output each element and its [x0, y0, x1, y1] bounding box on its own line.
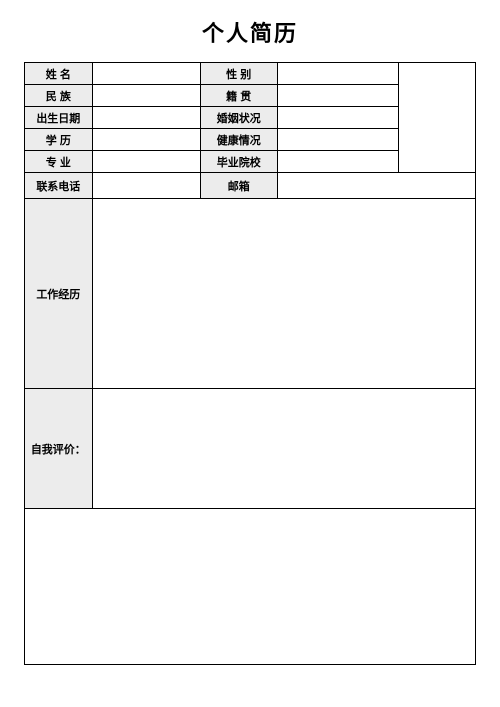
label-major: 专 业 — [25, 151, 93, 173]
value-school — [277, 151, 399, 173]
value-email — [277, 173, 475, 199]
value-marital-status — [277, 107, 399, 129]
label-gender: 性 别 — [200, 63, 277, 85]
bottom-blank — [25, 509, 476, 665]
value-gender — [277, 63, 399, 85]
value-work-history — [92, 199, 475, 389]
value-self-eval — [92, 389, 475, 509]
page-title: 个人简历 — [24, 16, 476, 48]
label-phone: 联系电话 — [25, 173, 93, 199]
label-work-history: 工作经历 — [25, 199, 93, 389]
value-name — [92, 63, 200, 85]
label-name: 姓 名 — [25, 63, 93, 85]
label-self-eval: 自我评价： — [25, 389, 93, 509]
value-birth-date — [92, 107, 200, 129]
label-marital-status: 婚姻状况 — [200, 107, 277, 129]
label-ethnicity: 民 族 — [25, 85, 93, 107]
value-education — [92, 129, 200, 151]
value-native-place — [277, 85, 399, 107]
label-birth-date: 出生日期 — [25, 107, 93, 129]
label-health: 健康情况 — [200, 129, 277, 151]
value-ethnicity — [92, 85, 200, 107]
label-education: 学 历 — [25, 129, 93, 151]
label-native-place: 籍 贯 — [200, 85, 277, 107]
value-major — [92, 151, 200, 173]
value-health — [277, 129, 399, 151]
label-email: 邮箱 — [200, 173, 277, 199]
label-school: 毕业院校 — [200, 151, 277, 173]
photo-cell — [399, 63, 476, 173]
resume-table: 姓 名 性 别 民 族 籍 贯 出生日期 婚姻状况 学 历 健康情况 专 业 毕… — [24, 62, 476, 665]
value-phone — [92, 173, 200, 199]
